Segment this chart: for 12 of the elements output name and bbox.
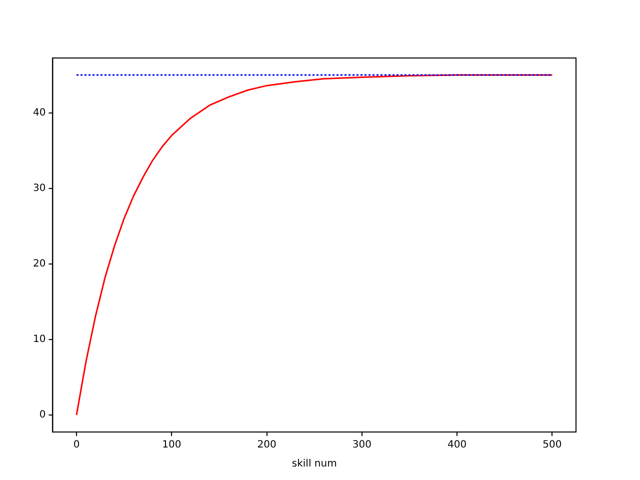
x-tick-label: 200 — [257, 440, 276, 451]
y-tick-label: 0 — [39, 410, 46, 421]
y-tick-label: 40 — [32, 107, 46, 118]
x-tick-label: 0 — [73, 440, 80, 451]
x-tick-label: 500 — [542, 440, 562, 451]
y-tick-label: 30 — [32, 182, 46, 194]
x-tick-label: 300 — [352, 440, 372, 451]
y-tick-label: 20 — [32, 258, 46, 270]
x-axis-title: skill num — [292, 458, 337, 470]
x-tick-label: 100 — [162, 440, 182, 451]
y-tick-label: 10 — [32, 334, 46, 346]
x-tick-label: 400 — [448, 440, 467, 451]
